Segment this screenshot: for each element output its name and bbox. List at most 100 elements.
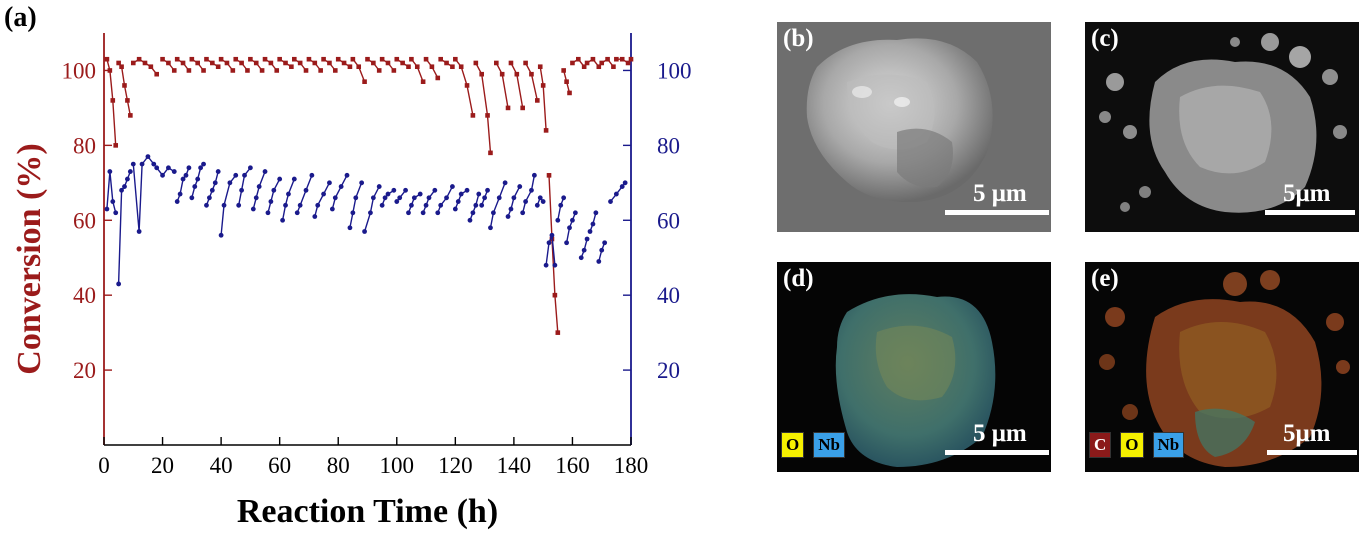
conversion-point (628, 56, 634, 62)
selectivity-line (267, 178, 281, 213)
conversion-point (543, 128, 549, 133)
element-legend-d: O Nb (781, 432, 845, 458)
conversion-point (619, 56, 625, 62)
conversion-point (201, 68, 206, 73)
selectivity-point (467, 217, 473, 223)
conversion-point (116, 60, 121, 66)
sem-image-b (777, 22, 1051, 232)
conversion-point (253, 60, 259, 66)
selectivity-point (593, 210, 599, 216)
selectivity-point (587, 229, 593, 234)
conversion-point (570, 60, 575, 66)
selectivity-line (238, 167, 251, 206)
conversion-point (283, 60, 288, 66)
conversion-point (292, 56, 297, 62)
selectivity-point (403, 187, 408, 193)
selectivity-point (370, 195, 376, 201)
selectivity-point (432, 187, 438, 193)
selectivity-point (435, 210, 441, 216)
conversion-point (174, 56, 180, 62)
conversion-point (356, 64, 362, 70)
conversion-point (537, 64, 543, 70)
selectivity-point (151, 161, 157, 167)
right-y-tick-label: 20 (657, 358, 680, 383)
selectivity-point (613, 191, 619, 197)
selectivity-point (221, 202, 227, 208)
conversion-point (423, 56, 429, 62)
selectivity-point (294, 210, 300, 216)
x-tick-label: 160 (555, 453, 590, 478)
selectivity-point (177, 191, 183, 197)
selectivity-line (132, 155, 155, 232)
x-tick-label: 80 (327, 453, 350, 478)
selectivity-point (192, 184, 198, 189)
selectivity-point (572, 210, 578, 216)
x-tick-label: 140 (497, 453, 532, 478)
conversion-point (321, 56, 326, 62)
selectivity-point (555, 217, 561, 223)
selectivity-point (309, 172, 315, 178)
selectivity-line (407, 193, 421, 214)
selectivity-point (546, 240, 552, 246)
selectivity-point (189, 195, 195, 201)
conversion-point (107, 68, 113, 73)
selectivity-point (608, 199, 613, 204)
panel-label-b: (b) (783, 25, 814, 52)
conversion-line (410, 58, 424, 82)
conversion-point (136, 56, 142, 62)
selectivity-line (557, 197, 565, 221)
selectivity-point (239, 187, 245, 193)
selectivity-point (233, 172, 239, 178)
legend-swatch-o: O (781, 432, 805, 458)
selectivity-point (496, 195, 502, 201)
selectivity-point (183, 172, 189, 178)
selectivity-point (110, 199, 116, 204)
selectivity-line (252, 171, 266, 210)
conversion-point (488, 150, 493, 156)
selectivity-point (596, 259, 602, 264)
conversion-point (230, 68, 236, 73)
selectivity-point (417, 191, 423, 197)
selectivity-point (215, 169, 221, 174)
conversion-point (166, 60, 171, 66)
selectivity-line (314, 182, 331, 217)
conversion-point (371, 60, 376, 66)
selectivity-point (268, 199, 274, 204)
selectivity-point (590, 221, 596, 227)
selectivity-point (482, 195, 488, 201)
selectivity-point (570, 217, 575, 223)
conversion-point (303, 68, 309, 73)
panel-label-a: (a) (4, 2, 37, 33)
conversion-line (454, 58, 474, 116)
conversion-line (539, 66, 547, 131)
conversion-point (215, 64, 221, 70)
selectivity-point (218, 232, 224, 238)
conversion-point (312, 60, 318, 66)
scale-bar-b (945, 210, 1049, 215)
selectivity-point (362, 229, 367, 234)
selectivity-point (531, 172, 537, 178)
x-axis-title: Reaction Time (h) (237, 493, 498, 530)
selectivity-point (476, 191, 482, 197)
selectivity-point (490, 210, 496, 216)
selectivity-point (561, 195, 567, 201)
conversion-point (400, 60, 405, 66)
conversion-point (590, 56, 596, 62)
conversion-point (605, 56, 610, 62)
selectivity-point (470, 210, 476, 216)
x-tick-label: 120 (438, 453, 473, 478)
conversion-point (470, 113, 476, 118)
conversion-point (318, 68, 323, 73)
selectivity-line (106, 171, 117, 213)
conversion-point (154, 71, 159, 77)
selectivity-point (473, 202, 479, 208)
selectivity-point (204, 202, 209, 208)
conversion-point (274, 68, 280, 73)
conversion-point (142, 60, 148, 66)
selectivity-point (127, 169, 133, 174)
selectivity-point (262, 169, 268, 174)
selectivity-point (543, 262, 549, 268)
conversion-point (450, 64, 455, 70)
conversion-point (306, 56, 312, 62)
right-y-tick-label: 100 (657, 58, 692, 83)
